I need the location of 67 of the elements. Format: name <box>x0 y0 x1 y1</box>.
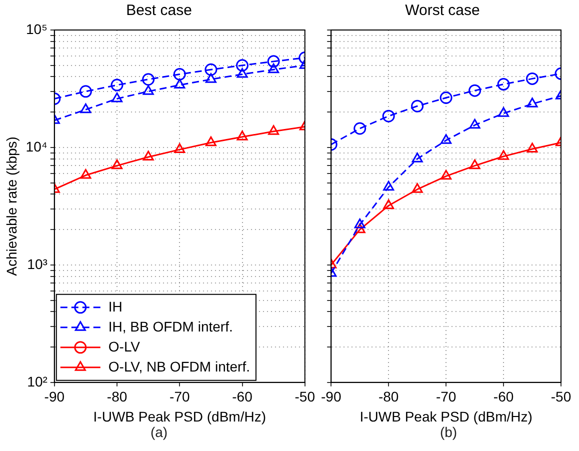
x-tick-label: -60 <box>493 388 514 405</box>
y-axis-title: Achievable rate (kbps) <box>3 136 20 276</box>
point <box>142 150 154 160</box>
point <box>205 136 216 146</box>
text: (a) <box>149 424 169 440</box>
point <box>468 84 482 97</box>
point <box>236 68 248 78</box>
legend-label: O-LV <box>108 338 141 354</box>
point <box>412 183 423 193</box>
point <box>112 159 123 170</box>
legend-label: IH, BB OFDM interf. <box>108 318 233 334</box>
legend-label: IH <box>108 298 122 314</box>
point <box>236 130 248 140</box>
point <box>236 59 249 72</box>
x-tick-label: -50 <box>294 388 316 405</box>
point <box>80 169 92 179</box>
point <box>174 78 186 89</box>
point <box>526 72 539 85</box>
point <box>354 218 366 228</box>
chart-title: Worst case <box>405 2 480 20</box>
point <box>267 55 280 68</box>
x-tick-label: -60 <box>232 388 253 405</box>
point <box>498 150 510 160</box>
point <box>205 73 216 83</box>
point <box>498 107 510 117</box>
point <box>412 152 423 162</box>
legend-label: O-LV, NB OFDM interf. <box>108 358 250 374</box>
x-tick-label: -90 <box>321 388 342 405</box>
x-tick-label: -90 <box>44 388 65 405</box>
chart-title: Best case <box>126 2 192 20</box>
point <box>174 143 186 154</box>
point <box>80 103 92 114</box>
x-axis-title: I-UWB Peak PSD (dBm/Hz) <box>93 408 266 424</box>
point <box>142 73 155 86</box>
point <box>497 78 510 91</box>
point <box>110 78 124 92</box>
point <box>411 100 424 112</box>
point <box>383 199 394 210</box>
point <box>469 159 480 170</box>
point <box>354 223 366 234</box>
y-tick-label: 10⁵ <box>26 20 48 37</box>
point <box>112 92 123 102</box>
y-tick-label: 10³ <box>27 256 48 272</box>
x-tick-label: -80 <box>106 388 128 405</box>
point <box>469 118 480 129</box>
point <box>268 63 280 74</box>
point <box>204 63 218 76</box>
point <box>440 134 452 144</box>
point <box>79 85 92 98</box>
point <box>440 170 452 180</box>
x-tick-label: -70 <box>436 388 456 405</box>
y-tick-label: 10² <box>27 373 48 390</box>
point <box>142 85 154 95</box>
text: (b) <box>438 424 458 440</box>
point <box>173 68 186 81</box>
point <box>440 92 452 104</box>
point <box>383 180 394 191</box>
point <box>382 110 395 122</box>
x-tick-label: -70 <box>170 388 190 405</box>
point <box>526 98 538 108</box>
point <box>526 142 538 153</box>
point <box>268 125 280 135</box>
y-tick-label: 10⁴ <box>26 138 48 154</box>
x-tick-label: -80 <box>378 388 399 405</box>
x-tick-label: -50 <box>550 388 572 405</box>
point <box>354 122 366 135</box>
x-axis-title: I-UWB Peak PSD (dBm/Hz) <box>360 408 532 424</box>
